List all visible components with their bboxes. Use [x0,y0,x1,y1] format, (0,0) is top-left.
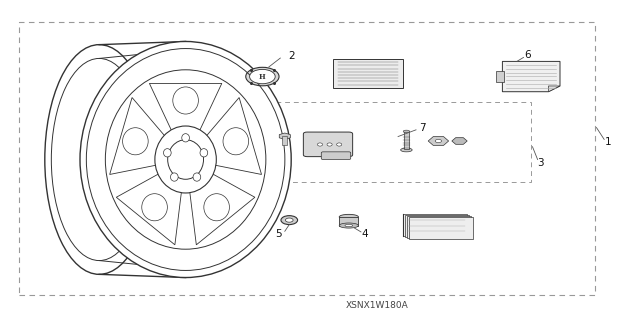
Polygon shape [548,86,560,92]
Text: 4: 4 [362,229,368,240]
Text: H: H [259,72,266,81]
Ellipse shape [345,225,353,226]
Bar [19,22,595,295]
Text: 1: 1 [605,137,611,147]
Polygon shape [502,62,560,92]
Ellipse shape [250,70,275,84]
Bar [282,136,287,145]
Ellipse shape [200,149,208,157]
Text: 7: 7 [419,122,426,133]
Ellipse shape [246,67,279,86]
Polygon shape [109,98,166,174]
Bar [405,215,469,237]
Ellipse shape [193,173,201,181]
Ellipse shape [155,126,216,193]
Polygon shape [149,84,222,133]
Bar [333,59,403,88]
Ellipse shape [168,140,204,179]
Bar [404,131,409,149]
Polygon shape [116,173,182,245]
Bar [407,216,471,238]
Text: 5: 5 [275,228,282,239]
Text: XSNX1W180A: XSNX1W180A [346,301,409,310]
Ellipse shape [435,139,442,143]
Bar [496,71,504,82]
Ellipse shape [80,41,291,278]
Ellipse shape [339,223,358,228]
Bar [339,217,358,226]
Ellipse shape [163,149,171,157]
Bar [409,217,473,239]
Text: 6: 6 [524,50,531,60]
Text: 3: 3 [538,158,544,168]
Ellipse shape [182,134,189,142]
Ellipse shape [170,173,178,181]
FancyBboxPatch shape [303,132,353,157]
Bar [403,214,467,236]
Polygon shape [205,98,262,174]
Ellipse shape [285,218,293,222]
Ellipse shape [339,214,358,219]
Polygon shape [189,173,255,245]
Bar [275,102,531,182]
Ellipse shape [401,148,412,152]
Ellipse shape [317,143,323,146]
Ellipse shape [337,143,342,146]
Ellipse shape [403,130,410,133]
Ellipse shape [281,216,298,225]
FancyBboxPatch shape [321,152,351,160]
Text: 2: 2 [288,51,294,61]
Ellipse shape [327,143,332,146]
